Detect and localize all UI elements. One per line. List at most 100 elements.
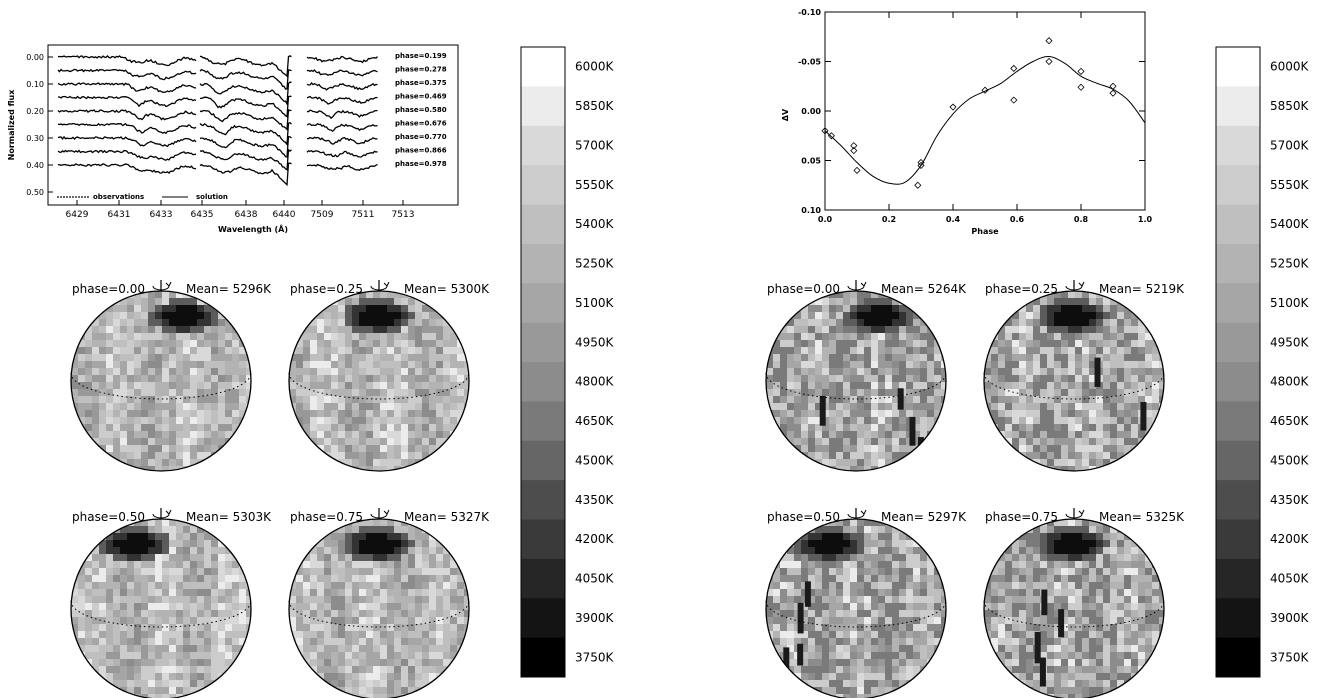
colorbar-segment (1216, 441, 1260, 481)
colorbar-label: 5250K (575, 257, 615, 271)
legend-observations-dot (72, 196, 74, 198)
phase-label: phase=0.580 (395, 106, 447, 114)
legend-solution: solution (196, 193, 228, 201)
phase-label: phase=0.866 (395, 147, 447, 155)
spectrum-line (307, 151, 378, 157)
colorbar-label: 4800K (575, 375, 615, 389)
colorbar-label: 5550K (1270, 178, 1310, 192)
y-tick-label: -0.10 (798, 8, 821, 17)
legend-observations-dot (69, 196, 71, 198)
phase-label: phase=0.770 (395, 133, 447, 141)
rotation-arrowhead (166, 282, 171, 286)
colorbar-segment (1216, 323, 1260, 363)
phase-label: phase=0.676 (395, 120, 447, 128)
x-tick-label: 6440 (273, 210, 296, 220)
map-mean-label: Mean= 5303K (186, 510, 272, 524)
map-phase-label: phase=0.25 (985, 282, 1058, 296)
colorbar-label: 4950K (1270, 335, 1310, 349)
dark-spot (1040, 658, 1046, 687)
map-phase-label: phase=0.00 (72, 282, 145, 296)
map-phase-label: phase=0.75 (290, 510, 363, 524)
colorbar-segment (521, 362, 565, 402)
colorbar-segment (521, 559, 565, 599)
map-mean-label: Mean= 5264K (881, 282, 967, 296)
y-tick-label: -0.05 (798, 58, 821, 67)
map-phase-label: phase=0.50 (72, 510, 145, 524)
dark-spot (909, 417, 915, 446)
x-tick-label: 7509 (311, 210, 334, 220)
dark-spot (805, 581, 811, 606)
rotation-arrowhead (1079, 282, 1084, 286)
phase-label: phase=0.199 (395, 52, 447, 60)
rotation-arrowhead (384, 510, 389, 514)
colorbar-label: 3900K (1270, 611, 1310, 625)
map-mean-label: Mean= 5300K (404, 282, 490, 296)
colorbar-label: 4350K (1270, 493, 1310, 507)
lightcurve-plot: -0.10 -0.05 0.00 0.05 0.100.0 0.2 0.4 0.6 0.8 1.0… (770, 0, 1190, 250)
colorbar-label: 5100K (575, 296, 615, 310)
x-tick-label: 0.2 (882, 215, 896, 224)
map-mean-label: Mean= 5296K (186, 282, 272, 296)
map-phase-label: phase=0.25 (290, 282, 363, 296)
dark-spot (820, 396, 826, 426)
colorbar-label: 5100K (1270, 296, 1310, 310)
spectrum-line (200, 123, 292, 145)
colorbar-segment (521, 480, 565, 520)
colorbar-label: 4950K (575, 335, 615, 349)
surface-map: phase=0.25 Mean= 5300K (289, 280, 490, 473)
colorbar-label: 3750K (575, 650, 615, 664)
x-tick-label: 1.0 (1138, 215, 1153, 224)
spectrum-line (200, 56, 292, 76)
y-tick-label: 0.20 (26, 107, 44, 116)
colorbar-segment (1216, 165, 1260, 205)
surface-map: phase=0.50 Mean= 5297K (766, 508, 967, 698)
legend-observations-dot (87, 196, 89, 198)
x-tick-label: 7513 (392, 210, 415, 220)
dark-spot (1035, 632, 1041, 663)
map-mean-label: Mean= 5219K (1099, 282, 1185, 296)
y-tick-label: 0.00 (26, 53, 44, 62)
map-phase-label: phase=0.75 (985, 510, 1058, 524)
colorbar-segment (1216, 47, 1260, 87)
colorbar-label: 4650K (1270, 414, 1310, 428)
y-tick-label: 0.30 (26, 134, 44, 143)
dark-spot (783, 647, 789, 676)
model-curve (825, 57, 1145, 185)
colorbar-label: 5700K (575, 138, 615, 152)
surface-map: phase=0.25 Mean= 5219K (984, 280, 1185, 476)
spectrum-line (58, 124, 196, 134)
colorbar-segment (521, 86, 565, 126)
spectrum-line (58, 151, 196, 161)
spectrum-line (58, 164, 196, 173)
colorbar-left: 6000K5850K5700K5550K5400K5250K5100K4950K… (515, 45, 635, 685)
colorbar-label: 4200K (1270, 532, 1310, 546)
spectrum-line (58, 56, 196, 66)
colorbar-segment (1216, 598, 1260, 638)
colorbar-segment (1216, 480, 1260, 520)
legend-observations-dot (81, 196, 83, 198)
colorbar-segment (521, 205, 565, 245)
y-tick-label: 0.05 (801, 157, 821, 166)
colorbar-label: 5850K (1270, 99, 1310, 113)
rotation-arrowhead (861, 510, 866, 514)
map-phase-label: phase=0.00 (767, 282, 840, 296)
dark-spot (898, 388, 904, 409)
observation-point (1046, 38, 1052, 44)
colorbar-label: 4050K (1270, 572, 1310, 586)
spectrum-line (307, 137, 378, 144)
colorbar-label: 4650K (575, 414, 615, 428)
dark-spot (1147, 446, 1153, 476)
surface-map: phase=0.75 Mean= 5325K (984, 508, 1185, 698)
x-tick-label: 0.0 (818, 215, 833, 224)
map-mean-label: Mean= 5327K (404, 510, 490, 524)
y-tick-label: 0.00 (801, 107, 821, 116)
colorbar-label: 6000K (575, 60, 615, 74)
spectrum-line (200, 163, 292, 185)
x-tick-label: 6438 (235, 210, 258, 220)
observation-point (1011, 97, 1017, 103)
maps-left-grid: phase=0.00 Mean= 5296K phase=0.25 Mean= 530… (60, 278, 510, 698)
y-tick-label: 0.40 (26, 161, 44, 170)
legend-observations-dot (60, 196, 62, 198)
colorbar-segment (1216, 126, 1260, 166)
map-mean-label: Mean= 5297K (881, 510, 967, 524)
